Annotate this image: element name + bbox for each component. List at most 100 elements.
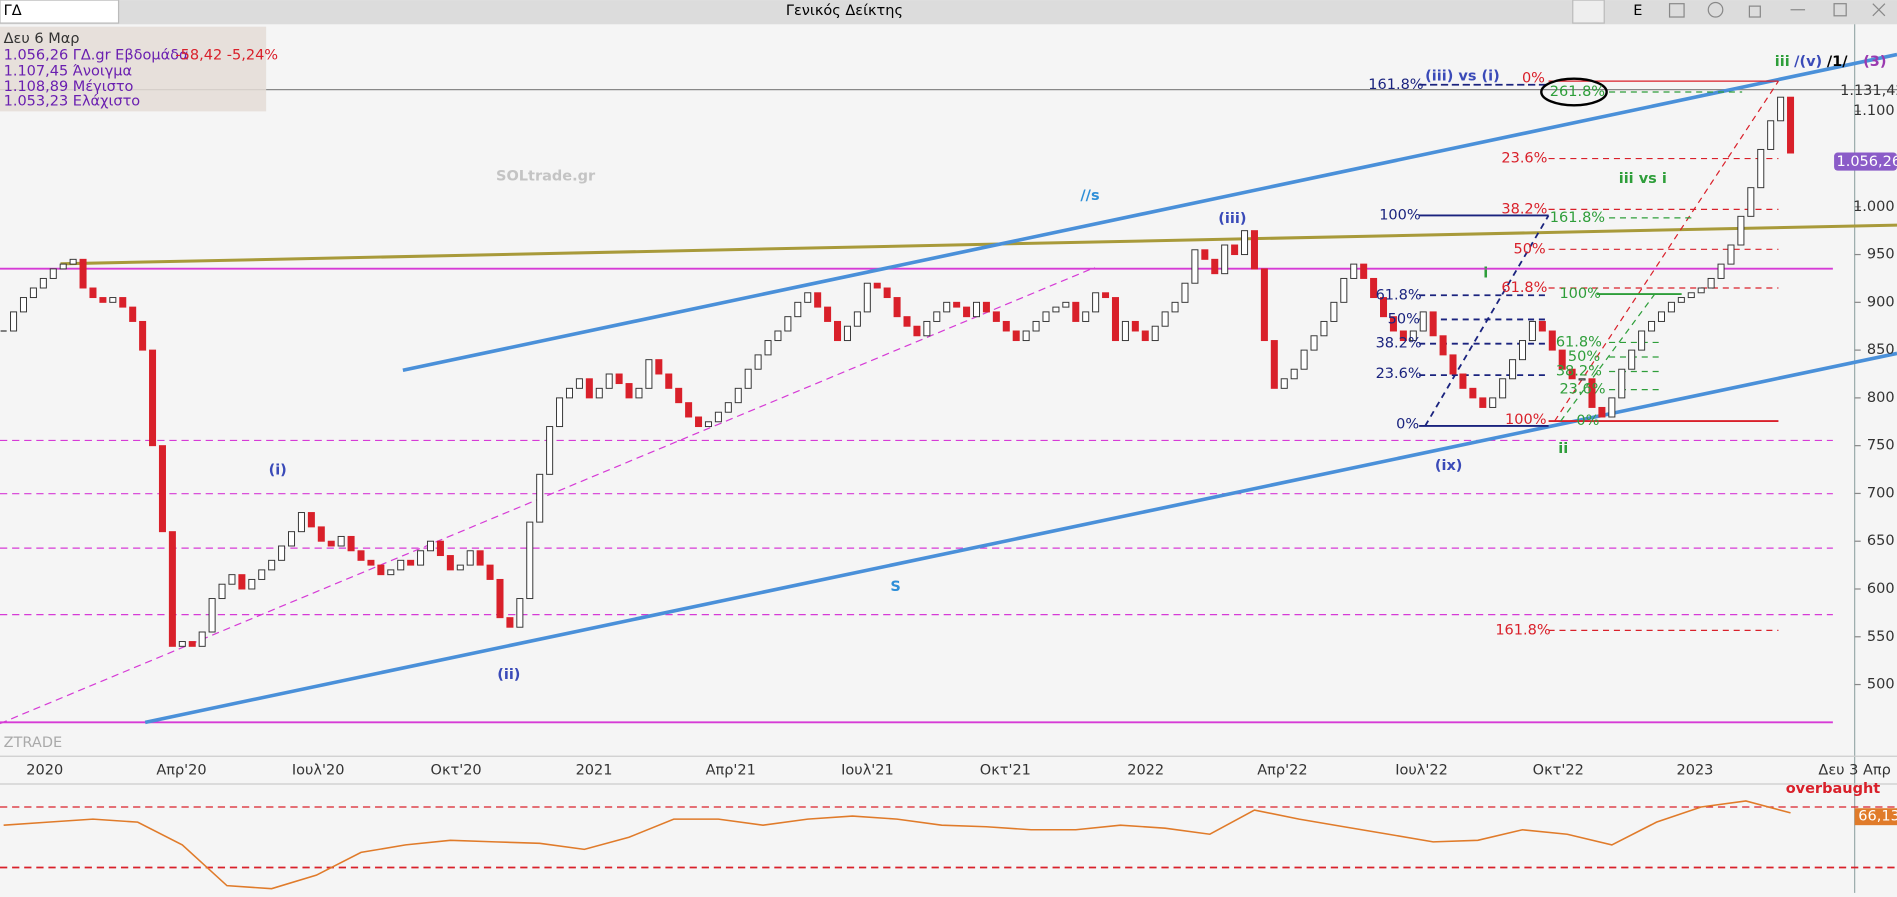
annotation: (3) — [1863, 54, 1886, 70]
fib-label: 61.8% — [1501, 280, 1547, 296]
x-tick-label: Απρ'21 — [706, 763, 756, 779]
candle — [1290, 368, 1298, 380]
candle — [595, 387, 603, 399]
candle — [1459, 373, 1467, 389]
candle — [1320, 320, 1328, 337]
candle — [605, 373, 613, 389]
candle — [1528, 320, 1536, 342]
candle — [1121, 320, 1129, 342]
candle — [1628, 349, 1636, 370]
candle — [1667, 301, 1675, 313]
candle — [436, 540, 444, 557]
annotation: iii vs i — [1619, 171, 1667, 187]
candle — [734, 387, 742, 404]
fib-label: 50% — [1513, 241, 1545, 257]
candles — [0, 96, 1795, 647]
candle — [357, 550, 365, 561]
candle — [317, 526, 325, 542]
candle — [1300, 349, 1308, 370]
fib-label: 23.6% — [1376, 366, 1422, 382]
candle — [1767, 120, 1775, 150]
window-icons — [1668, 1, 1886, 18]
fib-label: 261.8% — [1550, 84, 1605, 100]
candle — [1250, 230, 1258, 270]
candle — [1231, 244, 1239, 256]
candle — [1598, 406, 1606, 418]
fib-label: 61.8% — [1556, 334, 1602, 350]
candle — [426, 540, 435, 552]
annotation: /(v) — [1794, 54, 1822, 70]
candle — [1518, 340, 1527, 361]
candle — [307, 512, 315, 528]
candle — [635, 387, 643, 399]
annotation: 161.8% — [1368, 77, 1423, 93]
candle — [665, 373, 673, 389]
menu-e[interactable]: E — [1633, 3, 1642, 19]
annotation: iii — [1775, 54, 1790, 70]
candle — [1747, 187, 1755, 217]
candle — [615, 373, 623, 385]
candle — [417, 550, 425, 566]
candle — [1191, 249, 1199, 284]
candle — [1479, 397, 1487, 408]
candle — [1141, 330, 1149, 342]
candle — [89, 287, 97, 299]
x-tick-label: Οκτ'21 — [980, 763, 1031, 779]
annotation: (iii) — [1218, 211, 1246, 227]
candle — [1151, 325, 1159, 342]
candle — [1548, 330, 1556, 351]
candle — [158, 445, 166, 533]
candle — [208, 598, 216, 633]
info-open: 1.107,45 Άνοιγμα — [4, 63, 132, 79]
dropdown[interactable] — [1572, 0, 1605, 24]
candle — [1340, 277, 1348, 303]
candle — [1538, 320, 1546, 332]
candle — [1558, 349, 1566, 370]
info: Δευ 6 Μαρ 1.056,26 ΓΔ.gr Εβδομάδα -58,42… — [4, 31, 278, 110]
candle — [1499, 378, 1507, 399]
x-tick-label: Ιουλ'20 — [292, 763, 345, 779]
candle — [972, 301, 981, 318]
candle — [526, 521, 534, 600]
y-tick-label: 550 — [1867, 629, 1895, 645]
fib-label: 100% — [1379, 207, 1420, 223]
y-tick-label: 650 — [1867, 533, 1895, 549]
candle — [784, 316, 792, 332]
fib-label: 50% — [1568, 349, 1600, 365]
candle — [923, 320, 931, 337]
candle — [1489, 397, 1497, 408]
x-tick-label: Απρ'22 — [1257, 763, 1307, 779]
info-box — [0, 26, 267, 112]
y-tick-label: 900 — [1867, 294, 1895, 310]
candle — [1012, 330, 1020, 342]
fib-navy: 100% 61.8% 50% 38.2% 23.6% 0% — [1376, 207, 1422, 432]
symbol-box[interactable] — [0, 0, 120, 24]
annotations: //s S (i) (ii) (iii) (ix) i ii iii vs i … — [269, 54, 1887, 683]
candle — [99, 297, 107, 303]
candle — [248, 578, 256, 590]
candle — [992, 311, 1000, 322]
candle — [1072, 301, 1080, 322]
candle — [1419, 311, 1427, 332]
candle — [1469, 387, 1477, 399]
x-tick-label: Δευ 3 Απρ — [1818, 763, 1890, 779]
x-tick-label: 2021 — [576, 763, 613, 779]
candle — [456, 564, 464, 571]
candle — [1618, 368, 1626, 399]
candle — [1677, 297, 1685, 303]
candle — [1052, 306, 1060, 313]
annotation: //s — [1080, 188, 1099, 204]
candle — [1588, 378, 1596, 408]
y-tick-label: 500 — [1867, 677, 1895, 693]
candle — [1241, 230, 1249, 256]
x-tick-label: 2023 — [1677, 763, 1714, 779]
y-tick-label: 1.000 — [1853, 199, 1895, 215]
candle — [625, 383, 633, 399]
candle — [1399, 330, 1407, 342]
fib-label: 38.2% — [1501, 201, 1547, 217]
candle — [29, 287, 37, 299]
candle — [695, 416, 703, 428]
y-tick-label: 850 — [1867, 342, 1895, 358]
